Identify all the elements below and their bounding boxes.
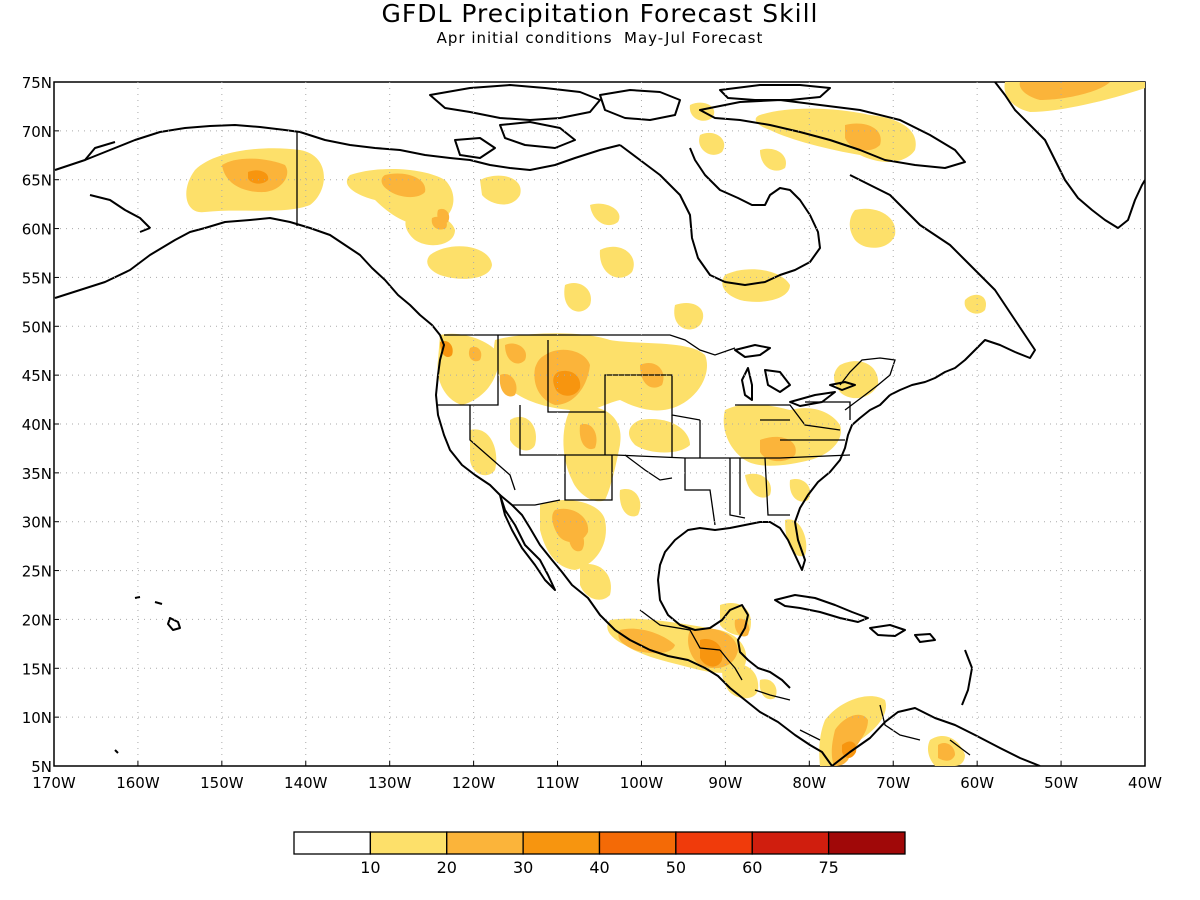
lon-label: 170W: [32, 774, 76, 792]
lat-label: 10N: [22, 709, 52, 727]
lon-label: 120W: [452, 774, 496, 792]
lat-label: 5N: [31, 758, 52, 776]
lon-label: 50W: [1044, 774, 1078, 792]
lat-label: 25N: [22, 563, 52, 581]
colorbar-label: 20: [437, 858, 457, 877]
lat-label: 20N: [22, 611, 52, 629]
lat-label: 55N: [22, 269, 52, 287]
lon-label: 110W: [536, 774, 580, 792]
colorbar-swatch: [522, 831, 601, 855]
longitude-labels: 170W 160W 150W 140W 130W 120W 110W 100W 90W 80W 70…: [32, 761, 1162, 792]
map-title: GFDL Precipitation Forecast Skill: [381, 0, 819, 28]
colorbar-swatch: [598, 831, 677, 855]
lat-label: 15N: [22, 660, 52, 678]
lon-label: 100W: [620, 774, 664, 792]
lon-label: 150W: [200, 774, 244, 792]
colorbar-swatch: [369, 831, 448, 855]
lon-label: 140W: [284, 774, 328, 792]
political-boundaries: [296, 132, 971, 756]
colorbar-label: 10: [360, 858, 380, 877]
colorbar-label: 50: [666, 858, 686, 877]
lon-label: 70W: [876, 774, 910, 792]
lon-label: 80W: [792, 774, 826, 792]
colorbar-swatch: [751, 831, 830, 855]
lon-label: 40W: [1128, 774, 1162, 792]
colorbar: 10 20 30 40 50 60 75: [293, 831, 906, 877]
lat-label: 60N: [22, 221, 52, 239]
colorbar-swatch: [446, 831, 524, 855]
skill-shading-30-40: [248, 170, 857, 758]
latitude-labels: 75N 70N 65N 60N 55N 50N 45N 40N 35N 30N 25N 20N 15N 1…: [22, 74, 59, 776]
coastlines: [54, 82, 1145, 766]
lon-label: 90W: [708, 774, 742, 792]
colorbar-label: 75: [818, 858, 838, 877]
colorbar-swatch: [827, 831, 906, 855]
lon-label: 130W: [368, 774, 412, 792]
colorbar-swatch: [675, 831, 753, 855]
lat-label: 45N: [22, 367, 52, 385]
lat-label: 70N: [22, 123, 52, 141]
colorbar-label: 60: [742, 858, 762, 877]
map-gridlines: [54, 82, 1145, 766]
lat-label: 50N: [22, 318, 52, 336]
lat-label: 30N: [22, 514, 52, 532]
lat-label: 65N: [22, 172, 52, 190]
colorbar-label: 40: [589, 858, 609, 877]
colorbar-swatch: [293, 831, 372, 855]
lat-label: 35N: [22, 465, 52, 483]
colorbar-label: 30: [513, 858, 533, 877]
lat-label: 40N: [22, 416, 52, 434]
lon-label: 160W: [116, 774, 160, 792]
map-subtitle: Apr initial conditions May-Jul Forecast: [436, 29, 764, 47]
lon-label: 60W: [960, 774, 994, 792]
lat-label: 75N: [22, 74, 52, 92]
